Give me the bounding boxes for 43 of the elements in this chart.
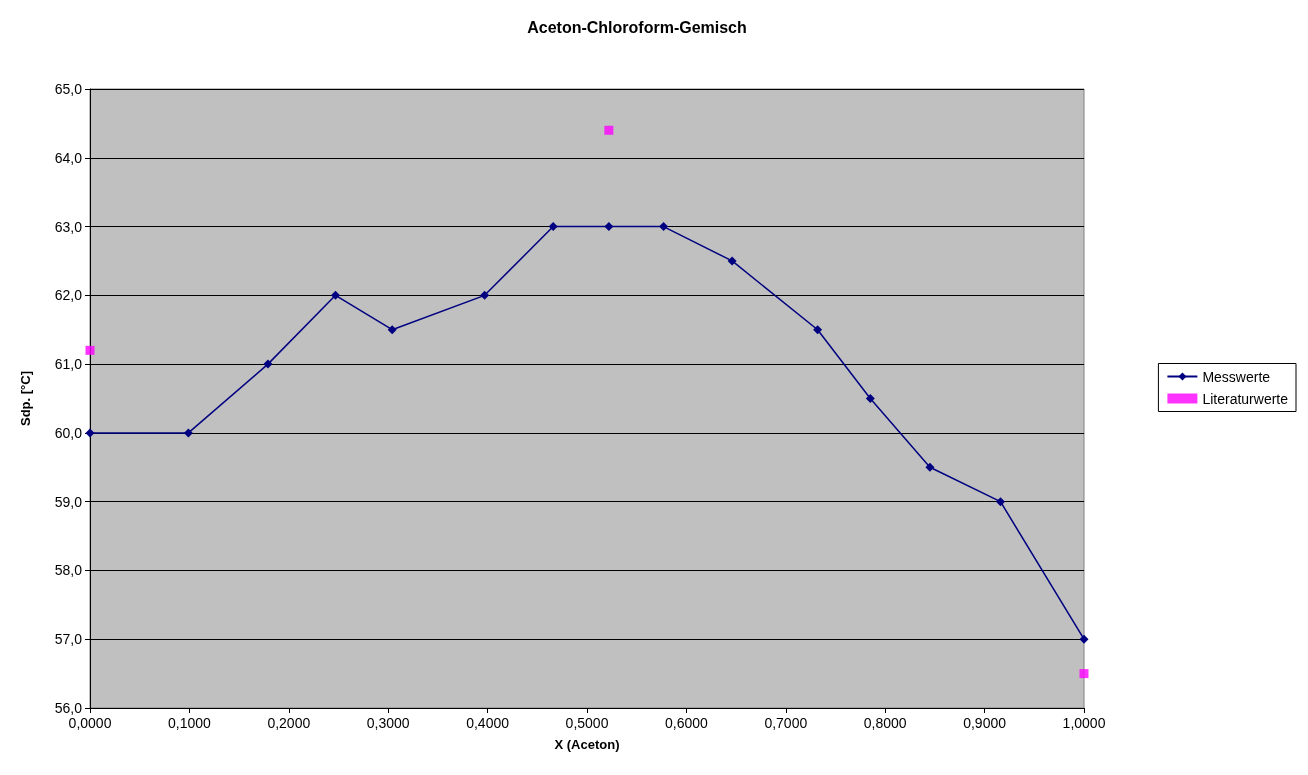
x-tick-label: 0,2000 (267, 715, 311, 731)
point (1079, 669, 1089, 679)
point (604, 125, 614, 135)
y-axis-title: Sdp. [°C] (18, 370, 33, 427)
y-tick-label: 61,0 (54, 356, 83, 373)
y-tick-label: 64,0 (54, 149, 83, 166)
x-tick-label: 0,7000 (764, 715, 808, 731)
y-tick-label: 60,0 (54, 424, 83, 441)
point (183, 428, 193, 438)
point (996, 497, 1005, 507)
y-tick-label: 63,0 (54, 218, 83, 235)
x-tick-label: 0,3000 (366, 715, 410, 731)
point (331, 290, 341, 300)
point (263, 359, 273, 369)
point (1079, 634, 1089, 644)
point (604, 222, 614, 232)
y-tick-label: 62,0 (54, 287, 83, 304)
chart-title: Aceton-Chloroform-Gemisch (527, 18, 747, 36)
x-tick-label: 0,5000 (565, 715, 609, 731)
point (925, 462, 935, 472)
legend-label: Literaturwerte (1202, 390, 1289, 407)
y-tick-label: 56,0 (54, 700, 83, 716)
point (548, 222, 558, 232)
x-tick-label: 0,0000 (68, 715, 112, 731)
point (387, 325, 397, 335)
y-tick-label: 58,0 (54, 562, 83, 579)
x-tick-label: 0,8000 (863, 715, 907, 731)
point (813, 325, 823, 335)
point (480, 290, 490, 300)
x-tick-label: 0,4000 (466, 715, 510, 731)
point (865, 394, 875, 403)
y-tick-label: 59,0 (54, 493, 83, 510)
point (85, 345, 95, 355)
x-tick-label: 1,0000 (1062, 715, 1106, 731)
y-tick-label: 57,0 (54, 631, 83, 648)
x-axis-title: X (Aceton) (554, 737, 620, 752)
legend-label: Messwerte (1202, 368, 1271, 385)
x-tick-label: 0,1000 (167, 715, 212, 731)
y-tick-label: 65,0 (54, 81, 83, 97)
point (659, 222, 669, 232)
x-tick-label: 0,6000 (664, 715, 709, 731)
point (727, 256, 737, 266)
x-tick-label: 0,9000 (963, 715, 1007, 731)
